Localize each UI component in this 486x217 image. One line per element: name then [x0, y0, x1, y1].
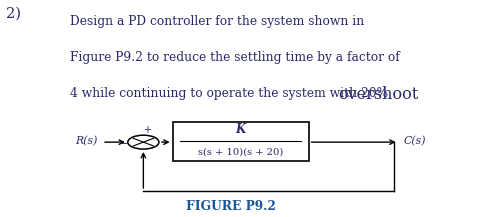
Text: K: K [235, 123, 246, 136]
Text: Figure P9.2 to reduce the settling time by a factor of: Figure P9.2 to reduce the settling time … [70, 51, 400, 64]
Text: +: + [143, 125, 151, 135]
Text: 4 while continuing to operate the system with 20%: 4 while continuing to operate the system… [70, 87, 389, 100]
Text: C(s): C(s) [403, 136, 426, 146]
Text: Design a PD controller for the system shown in: Design a PD controller for the system sh… [70, 15, 364, 28]
Text: −: − [120, 139, 129, 149]
Text: R(s): R(s) [75, 136, 98, 146]
Text: s(s + 10)(s + 20): s(s + 10)(s + 20) [198, 147, 283, 156]
Text: overshoot: overshoot [338, 86, 418, 103]
FancyBboxPatch shape [173, 122, 309, 161]
Text: 2): 2) [6, 7, 21, 21]
Text: FIGURE P9.2: FIGURE P9.2 [186, 200, 276, 213]
